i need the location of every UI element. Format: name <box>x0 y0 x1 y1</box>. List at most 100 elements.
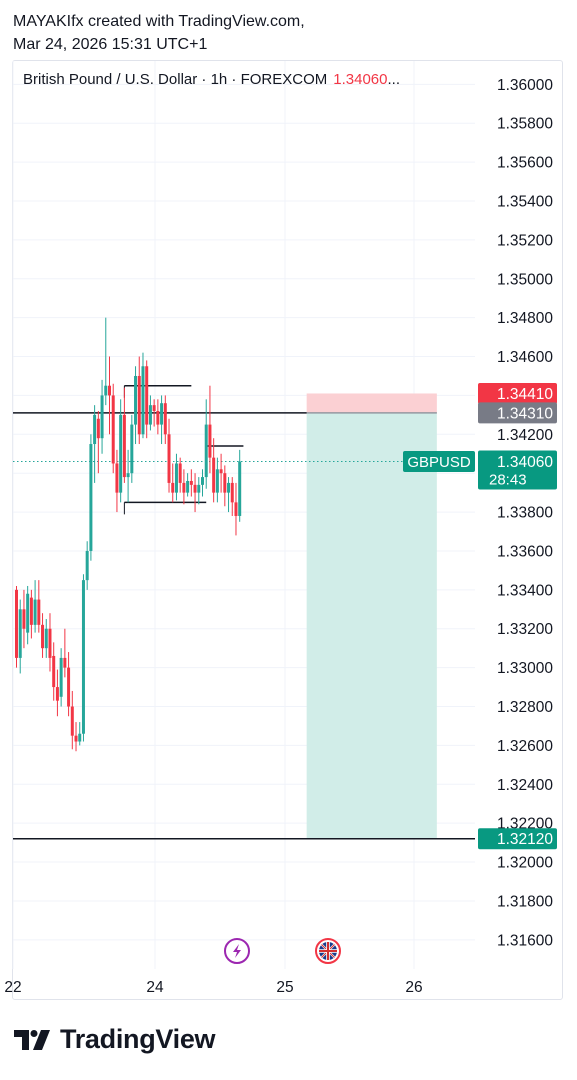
candle-body <box>141 366 145 435</box>
y-axis-tick-label: 1.34600 <box>497 349 553 366</box>
candle-body <box>100 395 104 439</box>
y-axis-tick-label: 1.33600 <box>497 543 553 560</box>
candle-body <box>126 473 130 478</box>
candle-body <box>145 366 149 425</box>
chart-timestamp: Mar 24, 2026 15:31 UTC+1 <box>13 36 208 53</box>
x-axis-tick-label: 22 <box>4 979 21 996</box>
candle-body <box>48 628 52 658</box>
candle-body <box>130 424 134 474</box>
candle-body <box>137 375 141 435</box>
candle-body <box>67 667 71 707</box>
candle-body <box>115 463 119 493</box>
y-axis-tick-label: 1.34800 <box>497 310 553 327</box>
candle-body <box>96 418 100 439</box>
candle-body <box>167 434 171 483</box>
candle-body <box>74 735 78 742</box>
y-axis-tick-label: 1.31800 <box>497 893 553 910</box>
y-axis-tick-label: 1.35000 <box>497 271 553 288</box>
tradingview-wordmark: TradingView <box>60 1024 216 1054</box>
candle-body <box>204 424 208 478</box>
candle-body <box>193 484 197 493</box>
y-axis-tick-label: 1.33000 <box>497 660 553 677</box>
candle-body <box>44 628 48 649</box>
legend-ellipsis: ... <box>387 71 400 88</box>
x-axis-tick-label: 24 <box>146 979 164 996</box>
candle-body <box>70 706 74 736</box>
candle-body <box>186 480 190 493</box>
candle-body <box>208 424 212 458</box>
last-price-badge[interactable] <box>478 450 557 490</box>
y-axis-tick-label: 1.35600 <box>497 155 553 172</box>
stop-price-badge[interactable] <box>478 382 557 404</box>
uk-flag-event-icon[interactable] <box>315 938 341 964</box>
tradingview-logo[interactable]: TradingView <box>14 1024 216 1055</box>
candle-body <box>22 609 26 629</box>
y-axis-tick-label: 1.33400 <box>497 582 553 599</box>
y-axis-tick-label: 1.33200 <box>497 621 553 638</box>
candle-body <box>174 463 178 493</box>
y-axis-tick-label: 1.34200 <box>497 427 553 444</box>
symbol-badge-label: GBPUSD <box>407 454 471 471</box>
legend-title: British Pound / U.S. Dollar · 1h · FOREX… <box>23 71 328 88</box>
candle-body <box>219 469 223 474</box>
y-axis-tick-label: 1.35400 <box>497 193 553 210</box>
candle-body <box>201 477 204 485</box>
target-price-label: 1.32120 <box>497 831 553 848</box>
symbol-badge[interactable] <box>403 451 475 473</box>
tradingview-logo-icon <box>14 1029 50 1050</box>
candle-body <box>197 484 201 493</box>
candle-body <box>15 589 18 658</box>
candle-body <box>182 482 186 493</box>
candle-body <box>230 482 234 503</box>
stop-loss-zone[interactable] <box>306 393 437 413</box>
candle-body <box>41 624 45 649</box>
candle-body <box>171 482 175 493</box>
candle-body <box>111 395 115 464</box>
candle-body <box>59 657 63 697</box>
lightning-event-icon[interactable] <box>224 938 250 964</box>
candle-body <box>189 480 193 485</box>
y-axis-tick-label: 1.32000 <box>497 855 553 872</box>
y-axis-tick-label: 1.32600 <box>497 738 553 755</box>
y-axis-tick-label: 1.33800 <box>497 505 553 522</box>
candle-body <box>108 385 111 396</box>
candle-body <box>26 593 30 633</box>
candle-body <box>55 687 59 701</box>
chart-attribution: MAYAKIfx created with TradingView.com, <box>13 13 305 30</box>
target-price-badge[interactable] <box>478 828 557 850</box>
candle-body <box>63 657 67 668</box>
y-axis-tick-label: 1.36000 <box>497 77 553 94</box>
take-profit-zone[interactable] <box>306 412 437 839</box>
candle-body <box>163 403 167 435</box>
candle-body <box>215 469 219 493</box>
candle-body <box>152 405 156 411</box>
bar-countdown-label: 28:43 <box>489 472 527 489</box>
candle-body <box>29 597 33 625</box>
entry-price-badge[interactable] <box>478 402 557 424</box>
y-axis-tick-label: 1.32800 <box>497 699 553 716</box>
legend-last-price: 1.34060 <box>333 71 388 88</box>
candle-body <box>148 405 152 425</box>
candle-body <box>104 385 108 396</box>
candle-body <box>33 599 37 625</box>
symbol-legend[interactable]: British Pound / U.S. Dollar · 1h · FOREX… <box>23 71 400 88</box>
candle-body <box>18 609 22 658</box>
y-axis-tick-label: 1.35800 <box>497 116 553 133</box>
candle-body <box>212 457 216 493</box>
candle-body <box>227 482 231 493</box>
last-price-label: 1.34060 <box>497 454 553 471</box>
candle-body <box>78 733 82 742</box>
x-axis-tick-label: 26 <box>405 979 422 996</box>
candle-body <box>93 414 97 445</box>
candle-body <box>234 502 238 516</box>
candle-body <box>156 410 160 425</box>
stop-price-label: 1.34410 <box>497 386 553 403</box>
candle-body <box>134 375 138 425</box>
candle-body <box>223 473 227 493</box>
candle-body <box>81 580 85 734</box>
candle-body <box>85 550 89 581</box>
candle-body <box>122 414 126 478</box>
candle-body <box>178 463 182 483</box>
candle-body <box>238 461 242 516</box>
